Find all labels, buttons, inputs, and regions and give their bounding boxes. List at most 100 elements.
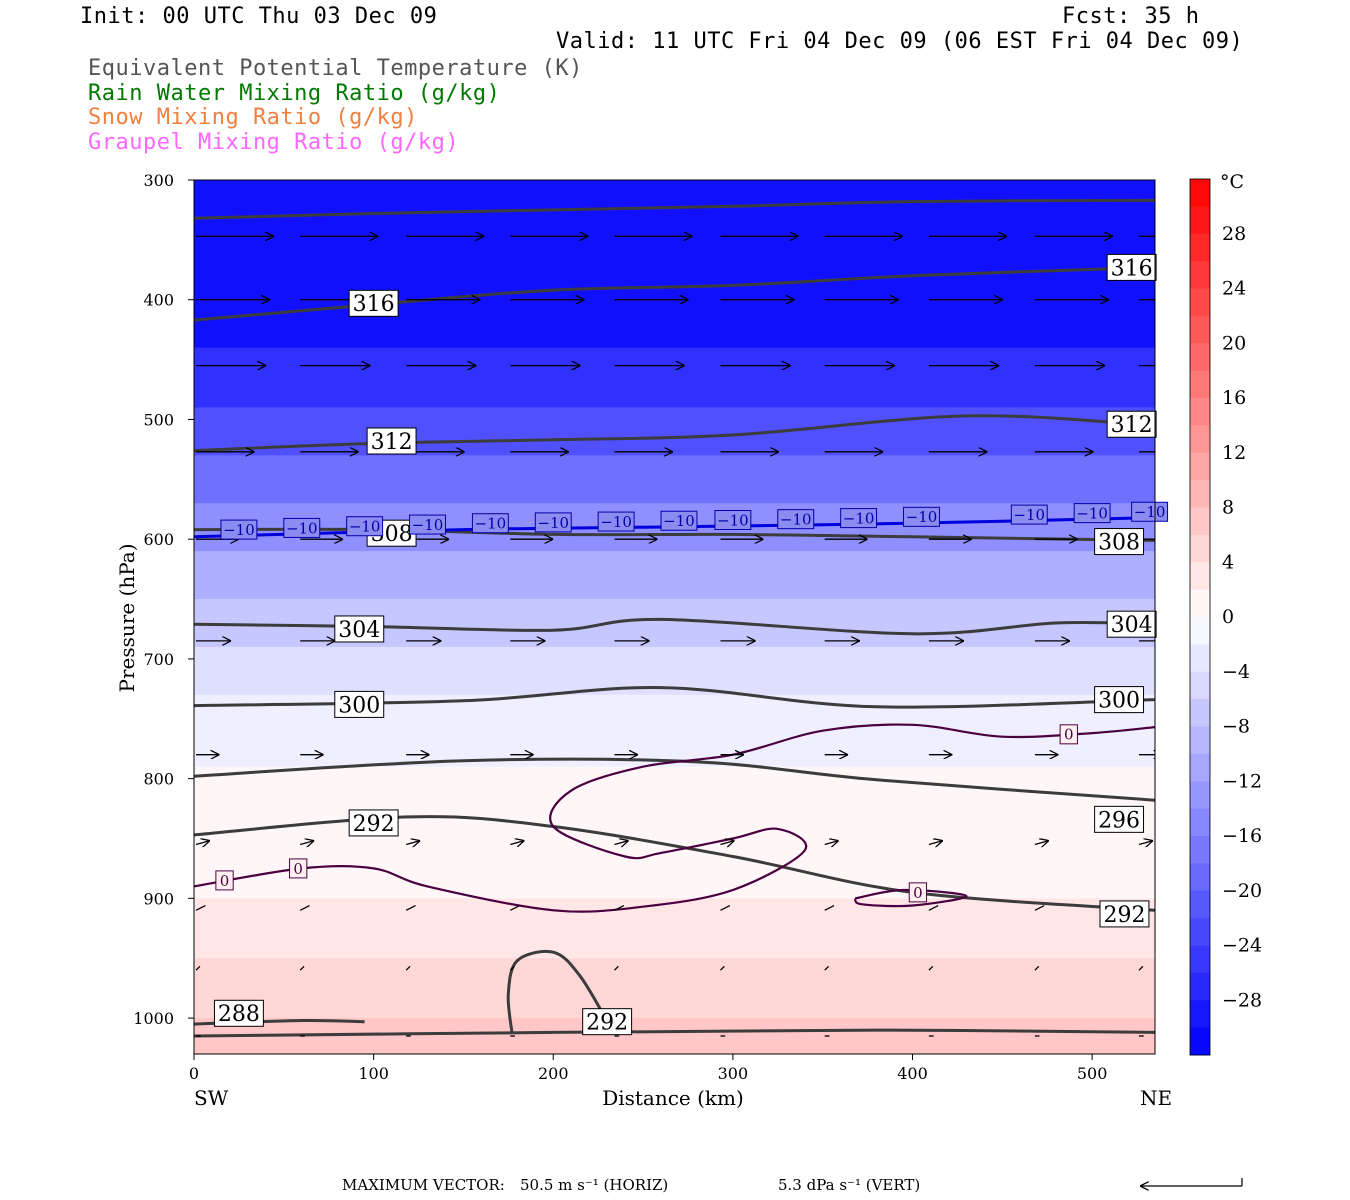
temperature-band xyxy=(194,1018,1155,1054)
max-vector-label: MAXIMUM VECTOR: xyxy=(342,1176,505,1194)
svg-text:292: 292 xyxy=(1103,903,1145,928)
x-left-label: SW xyxy=(194,1086,229,1110)
svg-text:292: 292 xyxy=(353,812,395,837)
wind-vector xyxy=(824,841,839,845)
colorbar-tick-label: 12 xyxy=(1222,442,1246,464)
isotherm-zero xyxy=(194,723,1155,913)
colorbar-step xyxy=(1190,890,1210,919)
svg-text:−10: −10 xyxy=(717,511,749,529)
svg-text:288: 288 xyxy=(218,1002,260,1027)
valid-time: Valid: 11 UTC Fri 04 Dec 09 (06 EST Fri … xyxy=(556,29,1244,54)
theta-e-contour xyxy=(194,414,1155,453)
max-vector-vert: 5.3 dPa s⁻¹ (VERT) xyxy=(778,1176,921,1194)
wind-vectors xyxy=(195,236,1155,1037)
colorbar-step xyxy=(1190,507,1210,536)
y-tick-label: 600 xyxy=(143,530,174,549)
colorbar-step xyxy=(1190,562,1210,591)
svg-text:−10: −10 xyxy=(1076,505,1108,523)
wind-vector xyxy=(195,841,210,845)
colorbar-step xyxy=(1190,534,1210,563)
x-axis-label: Distance (km) xyxy=(602,1086,744,1110)
theta-e-contour xyxy=(506,949,612,1033)
svg-text:0: 0 xyxy=(220,872,230,890)
colorbar-step xyxy=(1190,781,1210,810)
wind-vector xyxy=(299,965,305,971)
wind-vector xyxy=(405,905,416,911)
colorbar-step xyxy=(1190,179,1210,207)
colorbar-tick-label: 4 xyxy=(1222,551,1234,573)
wind-vector xyxy=(928,905,939,911)
isotherm-minus10-label: −10 xyxy=(840,508,878,529)
isotherm-zero-line xyxy=(194,723,1155,913)
svg-text:0: 0 xyxy=(1064,726,1074,744)
temperature-band xyxy=(194,898,1155,959)
svg-text:0: 0 xyxy=(913,884,923,902)
wind-vector xyxy=(195,965,201,971)
theta-e-label: 316 xyxy=(1106,253,1157,281)
axes: 300 400 500 600 700 800 900 1000 0 100 200 300 400 50… xyxy=(133,171,1107,1083)
y-tick-label: 500 xyxy=(143,410,174,429)
wind-vector xyxy=(510,841,524,845)
colorbar-step xyxy=(1190,233,1210,262)
y-tick-label: 800 xyxy=(143,770,174,789)
y-tick-label: 400 xyxy=(143,291,174,310)
isotherm-labels: −10 −10 −10 −10 −10 −10 −10 −10 −10 −10 −10 −10 −10 −… xyxy=(215,501,1169,903)
colorbar-step xyxy=(1190,918,1210,946)
colorbar-step xyxy=(1190,288,1210,317)
colorbar-step xyxy=(1190,671,1210,700)
wind-vector xyxy=(405,965,411,971)
theta-e-label: 308 xyxy=(1094,528,1145,555)
wind-vector xyxy=(1034,965,1040,971)
colorbar-step xyxy=(1190,972,1210,1001)
theta-e-label: 312 xyxy=(1106,410,1157,438)
wind-vector xyxy=(824,965,830,971)
wind-vector xyxy=(614,905,625,911)
colorbar-tick-label: −16 xyxy=(1222,825,1262,847)
colorbar-tick-label: 16 xyxy=(1222,387,1246,409)
isotherm-minus10-label: −10 xyxy=(471,513,509,534)
wind-vector xyxy=(299,905,310,911)
wind-vector xyxy=(1034,841,1049,845)
y-tick-label: 1000 xyxy=(133,1009,174,1028)
svg-text:304: 304 xyxy=(338,618,380,643)
colorbar-tick-label: −24 xyxy=(1222,935,1262,957)
isotherm-zero-label: 0 xyxy=(289,858,308,879)
wind-vector xyxy=(195,905,206,911)
colorbar-tick-label: −28 xyxy=(1222,989,1262,1011)
isotherm-zero-label: 0 xyxy=(908,882,928,903)
wind-vector xyxy=(509,965,515,971)
y-tick-label: 900 xyxy=(143,889,174,908)
svg-text:292: 292 xyxy=(586,1011,628,1036)
colorbar-step xyxy=(1190,644,1210,673)
svg-text:304: 304 xyxy=(1111,613,1153,638)
theta-e-label: 304 xyxy=(1106,610,1157,638)
theta-e-label: 300 xyxy=(1094,686,1145,714)
isotherm-minus10-label: −10 xyxy=(283,517,321,538)
init-time: Init: 00 UTC Thu 03 Dec 09 xyxy=(80,4,438,29)
colorbar-tick-label: 8 xyxy=(1222,497,1234,519)
wind-vector xyxy=(406,841,420,845)
colorbar-step xyxy=(1190,1027,1210,1056)
svg-text:−10: −10 xyxy=(537,514,569,532)
legend-rain: Rain Water Mixing Ratio (g/kg) xyxy=(88,81,501,106)
wind-vector xyxy=(720,841,735,845)
legend-graupel: Graupel Mixing Ratio (g/kg) xyxy=(88,130,460,155)
colorbar-step xyxy=(1190,480,1210,508)
isotherm-minus10-label: −10 xyxy=(1073,503,1111,524)
reference-vector xyxy=(1140,1178,1243,1186)
colorbar-tick-label: 0 xyxy=(1222,606,1234,628)
colorbar-tick-label: −4 xyxy=(1222,661,1250,683)
svg-text:316: 316 xyxy=(1111,256,1153,281)
isotherm-minus10-label: −10 xyxy=(534,512,572,533)
isotherm-minus10-label: −10 xyxy=(1131,501,1169,522)
x-tick-label: 0 xyxy=(189,1064,199,1083)
colorbar-step xyxy=(1190,315,1210,344)
x-tick-label: 200 xyxy=(538,1064,569,1083)
temperature-band xyxy=(194,407,1155,456)
max-vector-horiz: 50.5 m s⁻¹ (HORIZ) xyxy=(520,1176,669,1194)
theta-e-label: 288 xyxy=(213,999,264,1027)
wind-vector xyxy=(1034,905,1045,911)
svg-text:312: 312 xyxy=(371,430,413,455)
theta-e-label: 292 xyxy=(1099,900,1150,928)
